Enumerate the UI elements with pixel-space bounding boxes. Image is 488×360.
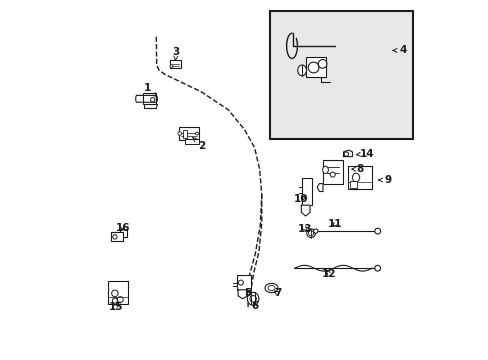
Bar xyxy=(322,160,342,184)
Ellipse shape xyxy=(238,280,243,285)
Ellipse shape xyxy=(308,231,313,236)
Text: 15: 15 xyxy=(108,302,123,312)
Bar xyxy=(170,60,181,68)
Ellipse shape xyxy=(307,62,318,73)
Text: 10: 10 xyxy=(293,194,308,204)
Ellipse shape xyxy=(113,235,117,239)
Polygon shape xyxy=(317,184,322,192)
Bar xyxy=(302,178,311,205)
Ellipse shape xyxy=(170,65,172,68)
Ellipse shape xyxy=(329,172,335,177)
Polygon shape xyxy=(301,205,309,216)
Bar xyxy=(347,166,371,189)
Text: 9: 9 xyxy=(378,175,391,185)
Text: 14: 14 xyxy=(356,149,373,159)
Bar xyxy=(236,275,250,290)
Ellipse shape xyxy=(117,297,123,302)
Ellipse shape xyxy=(247,292,258,305)
Bar xyxy=(142,93,155,104)
Bar xyxy=(349,181,356,188)
Ellipse shape xyxy=(267,285,275,291)
Text: 6: 6 xyxy=(251,301,258,311)
Bar xyxy=(108,281,128,304)
Ellipse shape xyxy=(313,229,317,233)
Ellipse shape xyxy=(150,98,155,102)
Text: 2: 2 xyxy=(192,137,204,151)
Polygon shape xyxy=(343,150,352,157)
Ellipse shape xyxy=(112,298,117,303)
Text: 8: 8 xyxy=(351,164,363,174)
Text: 11: 11 xyxy=(327,219,342,229)
Bar xyxy=(111,232,122,241)
Bar xyxy=(270,11,412,139)
Text: 4: 4 xyxy=(392,45,406,55)
Text: 12: 12 xyxy=(321,269,336,279)
Bar xyxy=(183,130,186,138)
Text: 16: 16 xyxy=(115,222,130,233)
Ellipse shape xyxy=(264,283,277,293)
Ellipse shape xyxy=(322,166,328,174)
Ellipse shape xyxy=(318,59,326,68)
Text: 13: 13 xyxy=(297,224,312,234)
Bar xyxy=(120,229,127,237)
Ellipse shape xyxy=(178,132,181,135)
Bar xyxy=(185,139,199,144)
Polygon shape xyxy=(136,95,157,102)
Bar xyxy=(306,57,325,77)
Ellipse shape xyxy=(111,290,118,297)
Text: 5: 5 xyxy=(244,288,251,298)
Text: 1: 1 xyxy=(143,83,156,96)
Ellipse shape xyxy=(297,65,306,76)
Ellipse shape xyxy=(374,228,380,234)
Ellipse shape xyxy=(249,296,256,302)
Ellipse shape xyxy=(352,173,359,182)
Ellipse shape xyxy=(344,152,348,156)
Ellipse shape xyxy=(195,132,198,135)
Ellipse shape xyxy=(374,265,380,271)
Ellipse shape xyxy=(306,229,315,238)
Text: 7: 7 xyxy=(273,288,281,298)
Text: 3: 3 xyxy=(172,47,180,60)
Polygon shape xyxy=(238,290,247,299)
Bar xyxy=(179,127,199,140)
